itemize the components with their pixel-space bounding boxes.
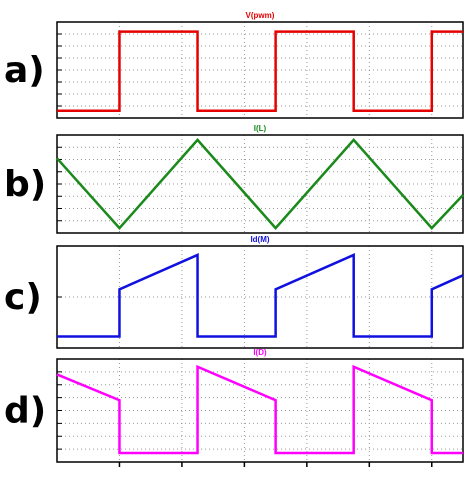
panel-label: d) xyxy=(4,391,46,432)
panel-title: Id(M) xyxy=(250,235,269,244)
plot-frame xyxy=(56,358,464,463)
plot-frame xyxy=(56,134,464,234)
trace xyxy=(57,253,464,338)
trace xyxy=(56,138,464,230)
panel-label: a) xyxy=(4,50,45,91)
trace xyxy=(57,30,463,113)
panel-label: b) xyxy=(4,164,46,205)
plot-frame xyxy=(56,21,464,119)
panel-title: I(D) xyxy=(253,348,267,357)
panel-title: I(L) xyxy=(254,124,267,133)
trace xyxy=(56,364,463,455)
plot-frame xyxy=(56,245,464,349)
panel-label: c) xyxy=(4,277,42,318)
panel-title: V(pwm) xyxy=(246,11,275,20)
